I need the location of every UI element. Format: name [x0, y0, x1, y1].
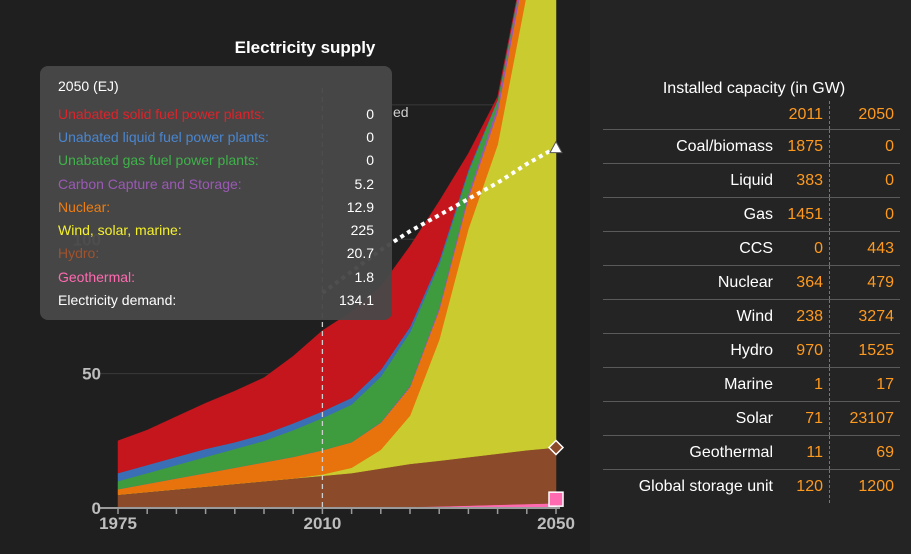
- table-row: Geothermal 11 69: [603, 435, 900, 470]
- value-2050: 1200: [829, 469, 900, 503]
- value-2011: 1: [781, 367, 830, 402]
- value-2011: 238: [781, 299, 830, 334]
- value-2050: 23107: [829, 401, 900, 436]
- table-row: Hydro 970 1525: [603, 333, 900, 368]
- value-2011: 364: [781, 265, 830, 300]
- x-tick-label: 2050: [537, 514, 575, 533]
- table-row: Wind 238 3274: [603, 299, 900, 334]
- table-row: Coal/biomass 1875 0: [603, 129, 900, 164]
- tooltip-header: 2050 (EJ): [58, 78, 119, 94]
- value-2011: 383: [781, 163, 830, 198]
- row-label: Nuclear: [603, 265, 781, 300]
- tooltip-row-label: Unabated solid fuel power plants:: [58, 105, 266, 122]
- value-2011: 1875: [781, 129, 830, 164]
- value-2050: 17: [829, 367, 900, 402]
- area-unabated-solid-fuel-power-plants[interactable]: [117, 0, 556, 474]
- value-2011: 970: [781, 333, 830, 368]
- tooltip-row: Electricity demand: 134.1: [58, 288, 374, 311]
- area-series[interactable]: [117, 0, 557, 509]
- row-label: Hydro: [603, 333, 781, 368]
- table-row: Gas 1451 0: [603, 197, 900, 232]
- value-2050: 479: [829, 265, 900, 300]
- value-2050: 0: [829, 129, 900, 164]
- tooltip-row-value: 134.1: [338, 292, 374, 309]
- value-2011: 120: [781, 469, 830, 503]
- value-2050: 0: [829, 163, 900, 198]
- tooltip-row-label: Nuclear:: [58, 198, 111, 215]
- value-2050: 0: [829, 197, 900, 232]
- hydro-marker: [547, 439, 565, 456]
- y-tick-label: 0: [92, 499, 101, 518]
- row-label: Wind: [603, 299, 781, 334]
- tooltip-row-label: Unabated gas fuel power plants:: [58, 152, 259, 169]
- table-row: CCS 0 443: [603, 231, 900, 266]
- tooltip-row-label: Unabated liquid fuel power plants:: [58, 128, 269, 145]
- row-label: Geothermal: [603, 435, 781, 470]
- tooltip-row: Nuclear: 12.9: [58, 195, 374, 218]
- tooltip-row-label: Wind, solar, marine:: [58, 222, 182, 239]
- value-2050: 69: [829, 435, 900, 470]
- tooltip-row-label: Geothermal:: [58, 268, 136, 285]
- demand-marker: [549, 140, 563, 154]
- capacity-title: Installed capacity (in GW): [662, 80, 846, 97]
- row-label: Gas: [603, 197, 781, 232]
- tooltip-row-value: 5.2: [354, 175, 374, 192]
- value-2011: 71: [781, 401, 830, 436]
- tooltip-row: Wind, solar, marine: 225: [58, 218, 374, 241]
- table-corner: [603, 101, 781, 130]
- row-label: Marine: [603, 367, 781, 402]
- table-row: Liquid 383 0: [603, 163, 900, 198]
- tooltip-row-value: 0: [366, 128, 374, 145]
- tooltip-row-value: 20.7: [346, 245, 374, 262]
- tooltip-row-value: 12.9: [346, 198, 374, 215]
- value-2050: 3274: [829, 299, 900, 334]
- tooltip-row-value: 1.8: [354, 268, 374, 285]
- tooltip-row-label: Hydro:: [58, 245, 100, 262]
- y-tick-label: 50: [82, 365, 101, 384]
- value-2011: 11: [781, 435, 830, 470]
- value-2011: 0: [781, 231, 830, 266]
- row-label: Coal/biomass: [603, 129, 781, 164]
- x-tick-label: 2010: [303, 514, 341, 533]
- table-row: Marine 1 17: [603, 367, 900, 402]
- tooltip-row-value: 0: [366, 152, 374, 169]
- tooltip-row-value: 0: [366, 105, 374, 122]
- value-2011: 1451: [781, 197, 830, 232]
- capacity-rows: Coal/biomass 1875 0 Liquid 383 0 Gas 1451 0 CCS 0 4…: [603, 129, 900, 503]
- table-row: Solar 71 23107: [603, 401, 900, 436]
- capacity-table: 2011 2050 Coal/biomass 1875 0 Liquid 383 0 Gas…: [603, 101, 900, 503]
- data-tooltip: 2050 (EJ) Unabated solid fuel power plan…: [40, 66, 392, 320]
- table-row: Global storage unit 120 1200: [603, 469, 900, 503]
- legend-text-fragment: ed: [393, 104, 409, 120]
- row-label: Global storage unit: [603, 469, 781, 503]
- column-header-2050: 2050: [829, 101, 900, 130]
- tooltip-rows: Unabated solid fuel power plants: 0 Unabat…: [58, 102, 374, 312]
- value-2050: 1525: [829, 333, 900, 368]
- tooltip-row: Geothermal: 1.8: [58, 265, 374, 288]
- chart-title: Electricity supply: [234, 38, 376, 57]
- tooltip-row: Unabated liquid fuel power plants: 0: [58, 125, 374, 148]
- tooltip-row: Carbon Capture and Storage: 5.2: [58, 172, 374, 195]
- row-label: CCS: [603, 231, 781, 266]
- geothermal-marker: [548, 491, 564, 507]
- tooltip-row: Unabated gas fuel power plants: 0: [58, 149, 374, 172]
- column-header-2011: 2011: [788, 106, 823, 123]
- tooltip-row-value: 225: [350, 222, 374, 239]
- value-2050: 443: [829, 231, 900, 266]
- tooltip-row: Hydro: 20.7: [58, 242, 374, 265]
- tooltip-row-label: Electricity demand:: [58, 292, 177, 309]
- tooltip-row-label: Carbon Capture and Storage:: [58, 175, 242, 192]
- tooltip-row: Unabated solid fuel power plants: 0: [58, 102, 374, 125]
- table-row: Nuclear 364 479: [603, 265, 900, 300]
- x-tick-label: 1975: [99, 514, 137, 533]
- row-label: Solar: [603, 401, 781, 436]
- row-label: Liquid: [603, 163, 781, 198]
